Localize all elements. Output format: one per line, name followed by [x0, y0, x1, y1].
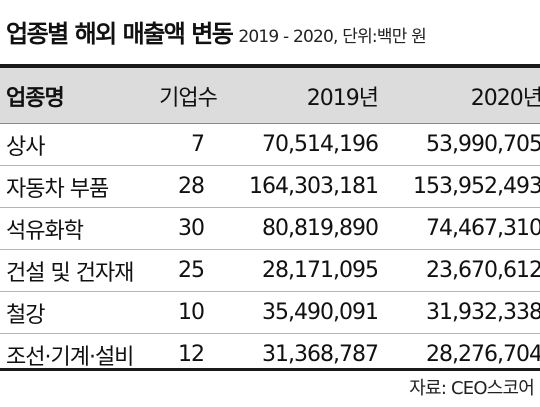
cell-2020: 23,670,612	[382, 249, 540, 292]
cell-count: 30	[158, 207, 218, 250]
title-subtitle: 2019 - 2020, 단위:백만 원	[238, 27, 426, 47]
cell-count: 28	[158, 165, 218, 208]
cell-industry: 석유화학	[0, 207, 158, 250]
header-2020: 2020년	[382, 68, 540, 124]
table-row: 자동차 부품 28 164,303,181 153,952,493	[0, 165, 540, 208]
cell-2020: 31,932,338	[382, 291, 540, 334]
cell-industry: 상사	[0, 123, 158, 166]
cell-2019: 35,490,091	[218, 291, 382, 334]
cell-industry: 철강	[0, 291, 158, 334]
cell-2019: 164,303,181	[218, 165, 382, 208]
cell-2019: 70,514,196	[218, 123, 382, 166]
cell-industry: 조선·기계·설비	[6, 344, 134, 370]
table-row: 석유화학 30 80,819,890 74,467,310	[0, 207, 540, 250]
cell-2020: 53,990,705	[382, 123, 540, 166]
top-rule	[0, 64, 540, 68]
cell-industry: 건설 및 건자재	[0, 249, 158, 292]
cell-2020: 74,467,310	[382, 207, 540, 250]
cell-2019: 80,819,890	[218, 207, 382, 250]
sales-table: 업종명 기업수 2019년 2020년 상사 7 70,514,196 53,9…	[0, 68, 540, 375]
cell-2020: 28,276,704	[426, 342, 540, 367]
cell-2020: 153,952,493	[382, 165, 540, 208]
table-row: 조선·기계·설비 12 31,368,787 28,276,704	[0, 334, 540, 376]
table-row: 상사 7 70,514,196 53,990,705	[0, 123, 540, 166]
header-industry: 업종명	[0, 68, 158, 124]
cell-count: 25	[158, 249, 218, 292]
header-2019: 2019년	[218, 68, 382, 124]
cell-2019: 31,368,787	[262, 342, 379, 367]
chart-title: 업종별 해외 매출액 변동 2019 - 2020, 단위:백만 원	[6, 14, 534, 62]
title-main: 업종별 해외 매출액 변동	[6, 20, 234, 48]
table-row: 건설 및 건자재 25 28,171,095 23,670,612	[0, 249, 540, 292]
cell-count: 7	[158, 123, 218, 166]
table-header-row: 업종명 기업수 2019년 2020년	[0, 68, 540, 124]
header-count: 기업수	[158, 68, 218, 124]
cell-2019: 28,171,095	[218, 249, 382, 292]
source-note: 자료: CEO스코어	[409, 378, 535, 399]
cell-count: 12	[178, 342, 205, 367]
bottom-rule	[0, 368, 540, 371]
cell-industry: 자동차 부품	[0, 165, 158, 208]
table-row: 철강 10 35,490,091 31,932,338	[0, 291, 540, 334]
cell-count: 10	[158, 291, 218, 334]
